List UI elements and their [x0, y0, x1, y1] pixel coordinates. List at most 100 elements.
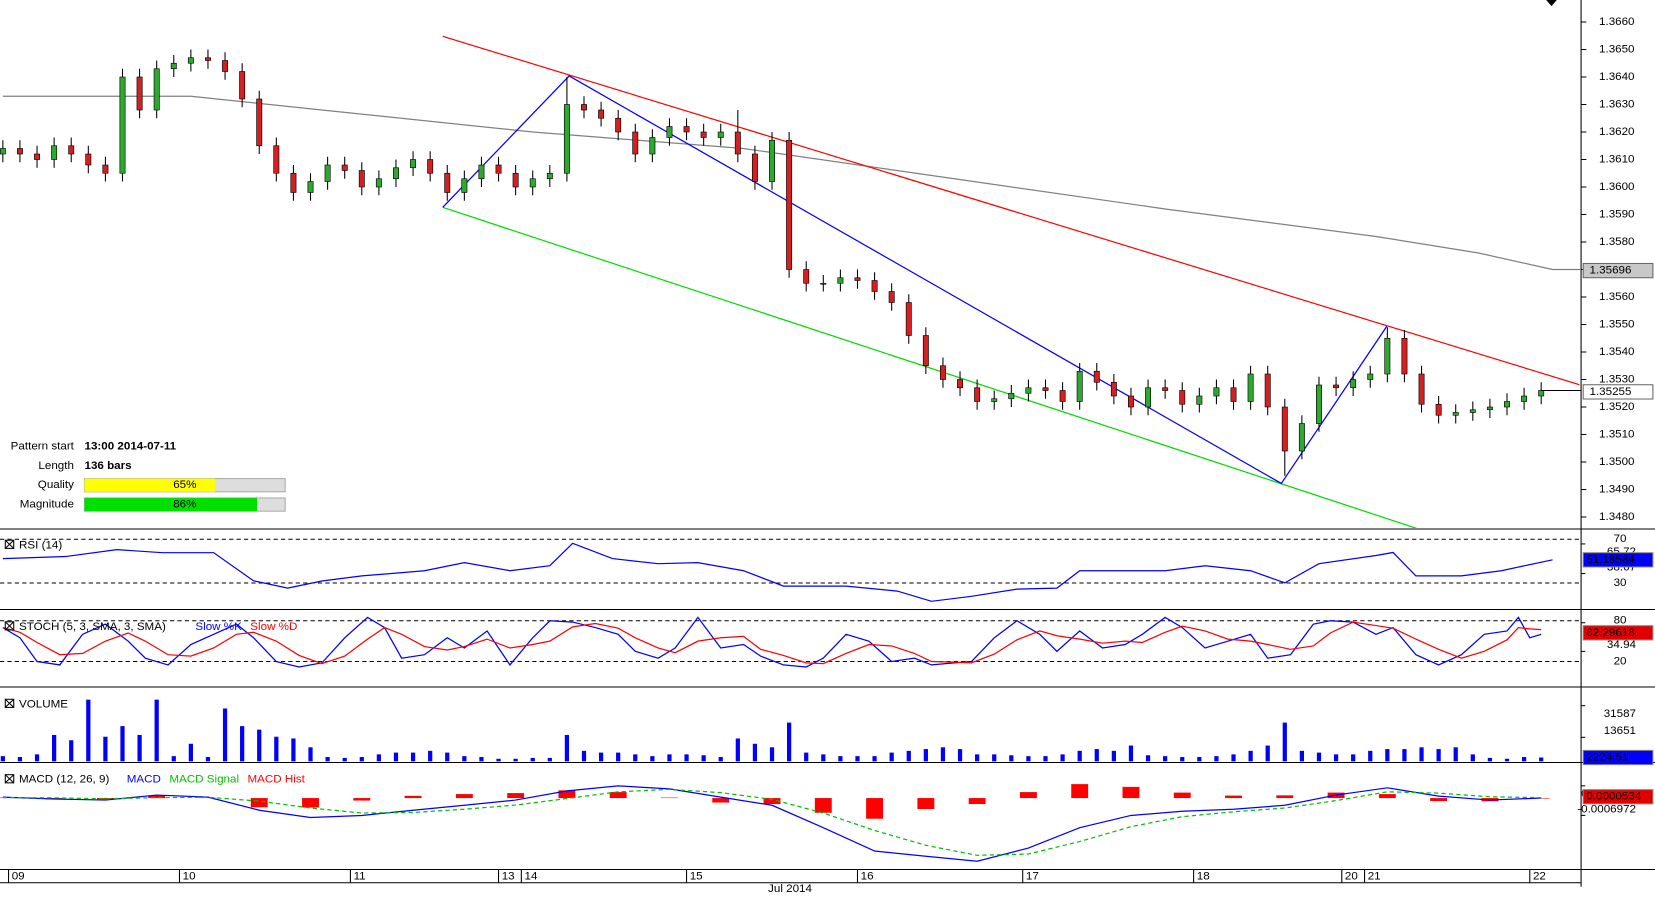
candle-body — [837, 277, 844, 284]
volume-bar — [530, 757, 535, 762]
candle-body — [1367, 373, 1374, 380]
indicator-line — [2, 616, 1542, 668]
candle-body — [1264, 373, 1271, 408]
volume-bar — [769, 747, 775, 762]
volume-bar — [154, 699, 159, 762]
menu-arrow[interactable] — [1546, 0, 1557, 7]
candle-body — [427, 159, 434, 174]
candle-body — [598, 109, 605, 119]
range-label: 31587 — [1604, 708, 1636, 720]
hist-bar — [507, 793, 525, 799]
candle-body — [888, 291, 895, 303]
candle-body — [1298, 423, 1305, 452]
volume-bar — [992, 754, 997, 762]
volume-bar — [975, 754, 980, 762]
hist-bar — [763, 798, 781, 805]
hist-bar — [1019, 792, 1037, 799]
y-tick-label: 70 — [1614, 533, 1627, 545]
candle-body — [734, 131, 741, 155]
candle-body — [410, 159, 417, 169]
hist-bar — [1378, 794, 1396, 799]
candle-body — [632, 131, 639, 155]
candle-body — [1059, 390, 1066, 402]
x-tick-label: 09 — [12, 871, 25, 883]
volume-bar — [1128, 745, 1134, 762]
candle-body — [529, 178, 536, 188]
candle-body — [324, 164, 331, 182]
price-marker-label: 1.35255 — [1590, 386, 1632, 398]
y-tick-label: 1.3500 — [1599, 456, 1635, 468]
y-tick-label: 1.3550 — [1599, 319, 1635, 331]
last-value-label: 51.18584 — [1586, 554, 1635, 566]
meter-fill — [84, 478, 215, 492]
range-label: 34.94 — [1607, 639, 1637, 651]
volume-bar — [257, 729, 262, 762]
candle-body — [512, 172, 519, 188]
volume-bar — [1265, 745, 1270, 762]
volume-bar — [940, 747, 946, 762]
candle-body — [769, 139, 775, 182]
volume-bar — [1163, 756, 1168, 762]
candle-body — [905, 302, 912, 336]
candle-body — [1452, 412, 1459, 416]
collapse-icon-cross — [4, 621, 15, 631]
y-tick-label: 1.3490 — [1599, 484, 1635, 496]
panel-header: RSI (14) — [4, 539, 62, 551]
candle-body — [1384, 337, 1391, 375]
candle-body — [239, 71, 246, 100]
candle-body — [1333, 384, 1340, 389]
volume-bar — [137, 734, 142, 762]
candle-body — [1469, 409, 1476, 413]
indicator-line — [2, 542, 1553, 602]
candle-body — [1401, 337, 1408, 375]
plot-area — [0, 538, 1582, 602]
collapse-icon-cross — [4, 774, 15, 784]
info-value: 13:00 2014-07-11 — [84, 441, 176, 453]
candle-body — [649, 137, 656, 155]
volume-bar — [428, 750, 433, 762]
volume-bar — [1453, 747, 1458, 762]
candle-body — [1504, 401, 1510, 408]
volume-bar — [17, 757, 23, 762]
candle-body — [153, 68, 160, 111]
range-label: 65.72 — [1607, 546, 1636, 558]
volume-bar — [1419, 747, 1424, 762]
hist-bar — [917, 798, 935, 810]
x-tick-label: 16 — [861, 871, 874, 883]
candle-body — [1350, 379, 1357, 389]
collapse-icon[interactable] — [4, 698, 15, 708]
candle-body — [1521, 395, 1528, 402]
candle-body — [1281, 406, 1288, 452]
volume-bar — [598, 752, 604, 762]
collapse-icon[interactable] — [4, 621, 15, 631]
volume-bar — [0, 756, 5, 762]
volume-bar — [103, 736, 108, 762]
candle-body — [1110, 381, 1117, 397]
candle-body — [581, 104, 587, 111]
volume-bar — [1539, 757, 1544, 762]
candle-body — [717, 131, 724, 138]
x-tick-label: 18 — [1197, 871, 1210, 883]
collapse-icon[interactable] — [4, 539, 15, 549]
panel-header: VOLUME — [4, 698, 68, 710]
candle-body — [1076, 370, 1083, 402]
collapse-icon[interactable] — [4, 774, 15, 784]
volume-bar — [69, 740, 74, 762]
last-value-label: 0.0000534 — [1586, 791, 1642, 803]
overlay-line — [2, 95, 1582, 271]
info-label: Magnitude — [20, 499, 74, 511]
panel-title: STOCH (5, 3, SMA, 3, SMA) — [19, 621, 166, 633]
hist-bar — [96, 798, 114, 800]
volume-bar — [1111, 750, 1116, 762]
candle-body — [102, 164, 109, 174]
candle-body — [1093, 370, 1100, 383]
last-value-label: 2224.51 — [1586, 752, 1628, 764]
candle-body — [461, 178, 468, 193]
volume-bar — [1368, 750, 1373, 762]
volume-bar — [667, 754, 672, 762]
candle-body — [85, 153, 92, 166]
candle-body — [820, 282, 827, 285]
y-tick-label: 1.3600 — [1599, 181, 1635, 193]
volume-bar — [393, 752, 399, 762]
volume-bar — [1470, 754, 1475, 762]
